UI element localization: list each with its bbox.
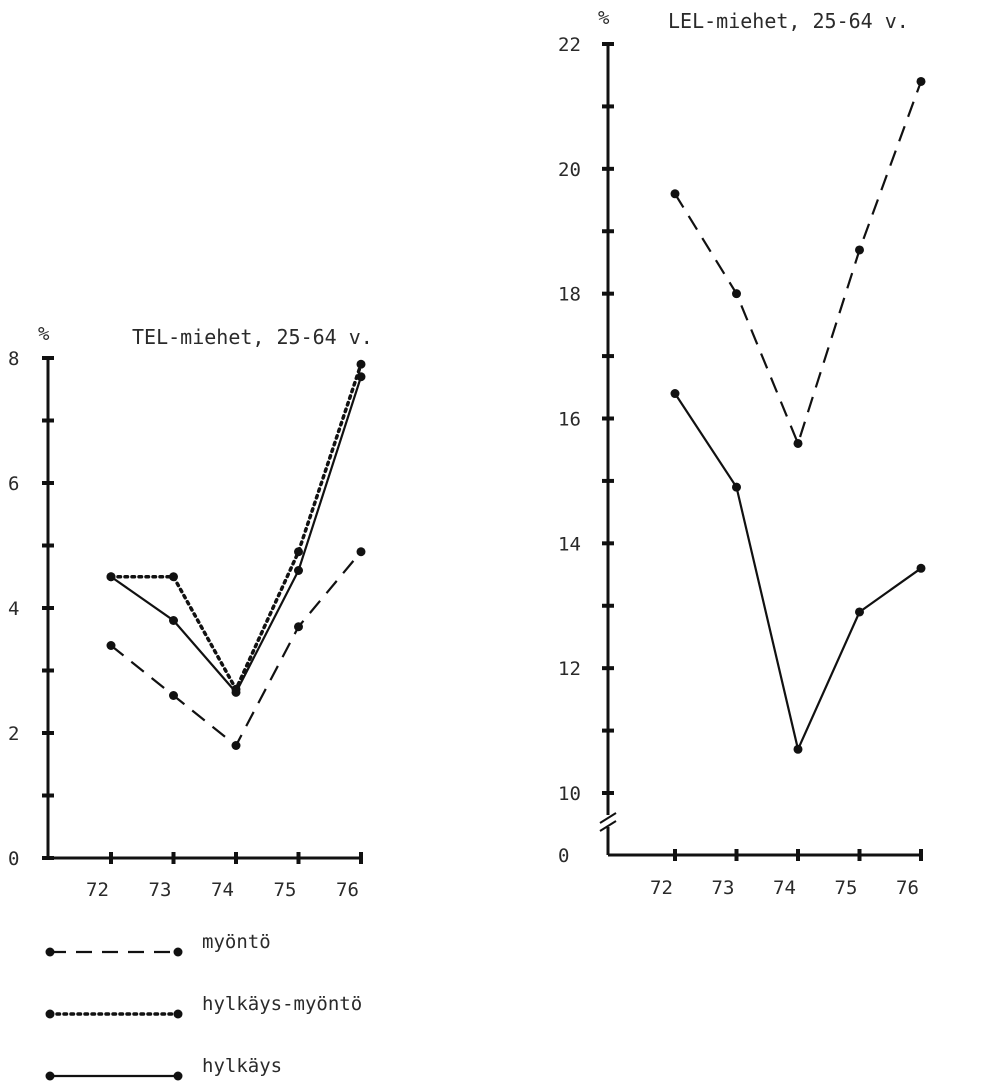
x-tick-label: 72 <box>86 879 109 901</box>
y-tick-label: 10 <box>558 783 581 805</box>
x-tick-label: 75 <box>274 879 297 901</box>
data-point <box>106 572 116 582</box>
data-point <box>916 563 926 573</box>
x-tick-label: 74 <box>773 877 796 899</box>
legend-marker <box>173 1071 183 1081</box>
chart-title: TEL-miehet, 25-64 v. <box>132 325 373 349</box>
series-line-dashed <box>110 551 362 748</box>
data-point <box>169 691 178 700</box>
legend-label: hylkäys <box>202 1055 282 1077</box>
y-tick-label: 8 <box>8 348 19 370</box>
data-point <box>732 289 741 299</box>
data-point <box>793 438 803 448</box>
chart-tel-miehet: TEL-miehet, 25-64 v. % 0 2 4 6 8 72 73 74 75 76 <box>8 323 373 901</box>
data-point <box>855 245 864 255</box>
y-axis-label: % <box>38 323 50 345</box>
data-point <box>294 547 303 557</box>
data-point <box>916 76 926 86</box>
y-tick-label: 18 <box>558 284 581 306</box>
y-tick-label: 6 <box>8 473 19 495</box>
data-point <box>294 566 303 575</box>
y-tick-label: 16 <box>558 409 581 431</box>
data-point <box>793 744 803 754</box>
y-tick-label: 4 <box>8 598 19 620</box>
axis-break-mark <box>599 812 617 824</box>
y-tick-label: 14 <box>558 533 581 555</box>
x-tick-label: 74 <box>211 879 234 901</box>
legend-label: myöntö <box>202 931 271 953</box>
x-tick-label: 76 <box>896 877 919 899</box>
data-point <box>169 572 178 582</box>
x-tick-label: 76 <box>336 879 359 901</box>
series-line-dashed <box>674 81 923 447</box>
y-tick-label: 22 <box>558 34 581 56</box>
data-point <box>855 607 864 617</box>
y-tick-label: 20 <box>558 159 581 181</box>
y-tick-label: 12 <box>558 658 581 680</box>
data-point <box>356 359 366 369</box>
legend-marker <box>173 947 183 957</box>
series-line-solid <box>110 376 363 695</box>
data-point <box>356 547 366 557</box>
x-tick-label: 75 <box>835 877 858 899</box>
data-point <box>294 622 303 632</box>
data-point <box>106 641 116 650</box>
chart-lel-miehet: LEL-miehet, 25-64 v. % 0 10 12 14 16 18 20 22 72… <box>558 7 926 899</box>
data-point <box>356 372 366 382</box>
axis-break-mark <box>599 820 617 832</box>
data-point <box>169 616 178 625</box>
legend-item: hylkäys <box>45 1055 282 1081</box>
legend-marker <box>45 1009 55 1019</box>
data-point <box>732 482 741 492</box>
legend: myöntö hylkäys-myöntö hylkäys <box>45 931 362 1081</box>
legend-marker <box>45 947 55 957</box>
data-point <box>670 389 680 399</box>
data-point <box>670 189 680 199</box>
legend-marker <box>173 1009 183 1019</box>
series-line-dotted <box>109 362 363 694</box>
data-point <box>231 687 241 697</box>
legend-item: hylkäys-myöntö <box>45 993 362 1019</box>
legend-item: myöntö <box>45 931 271 957</box>
x-tick-label: 73 <box>149 879 172 901</box>
chart-title: LEL-miehet, 25-64 v. <box>668 9 909 33</box>
x-tick-label: 73 <box>712 877 735 899</box>
y-axis-label: % <box>598 7 610 29</box>
y-tick-label: 0 <box>8 848 19 870</box>
y-tick-label: 2 <box>8 723 19 745</box>
data-point <box>231 741 241 750</box>
legend-label: hylkäys-myöntö <box>202 993 362 1015</box>
y-tick-label: 0 <box>558 845 569 867</box>
legend-marker <box>45 1071 55 1081</box>
x-tick-label: 72 <box>650 877 673 899</box>
